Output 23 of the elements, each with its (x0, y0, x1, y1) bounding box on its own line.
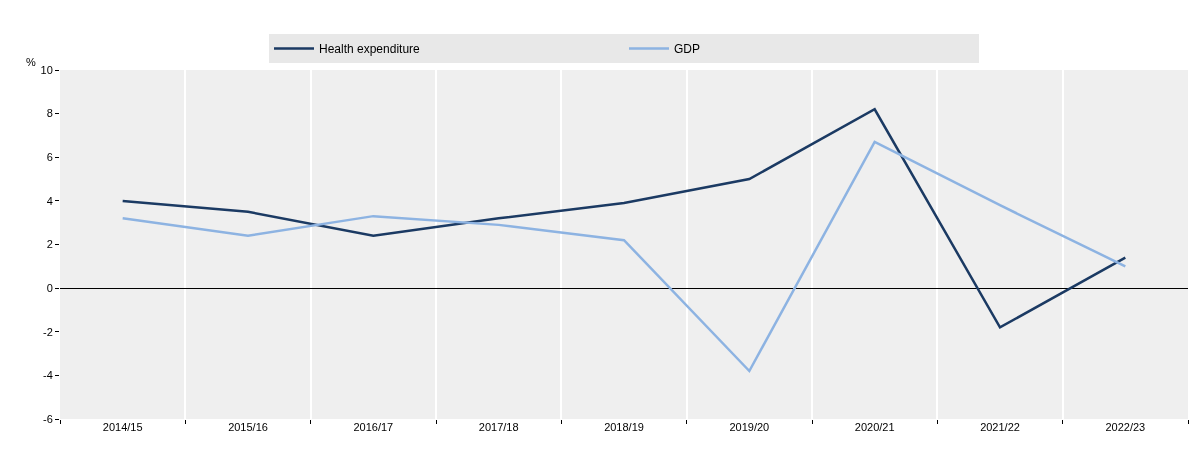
y-tick-label: 4 (46, 194, 53, 207)
y-tick-label: 2 (46, 238, 53, 251)
line-series (121, 108, 1127, 329)
y-axis-title: % (26, 56, 36, 68)
y-tick-label: 0 (46, 281, 53, 294)
x-tick-label: 2014/15 (102, 421, 143, 433)
y-tick-label: -2 (43, 325, 53, 338)
x-tick-label: 2022/23 (1105, 421, 1146, 433)
legend-label: GDP (674, 42, 701, 57)
x-tick-label: 2016/17 (353, 421, 394, 433)
x-tick-label: 2020/21 (854, 421, 895, 433)
y-tick-label: -6 (43, 412, 53, 425)
x-tick-label: 2019/20 (729, 421, 770, 433)
line-series (121, 140, 1127, 373)
x-tick-label: 2018/19 (604, 421, 644, 433)
y-tick-label: 8 (46, 107, 53, 120)
y-tick-label: -4 (43, 369, 53, 382)
y-tick-label: 10 (40, 63, 53, 76)
x-tick-label: 2017/18 (478, 421, 519, 433)
x-tick-label: 2015/16 (228, 421, 268, 433)
legend-label: Health expenditure (319, 42, 421, 57)
x-tick-label: 2021/22 (980, 421, 1020, 433)
y-tick-label: 6 (46, 151, 53, 164)
